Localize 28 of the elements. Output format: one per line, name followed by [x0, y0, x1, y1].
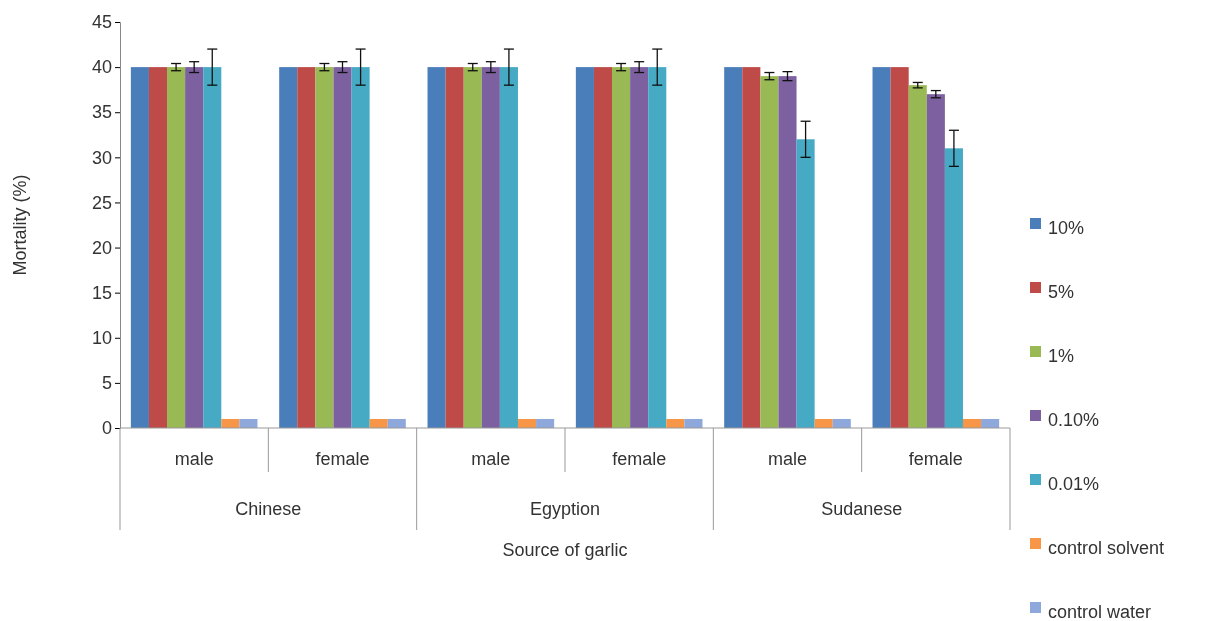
y-tick-label: 0 [101, 418, 112, 439]
x-tick-label: female [908, 449, 963, 469]
x-tick-label: male [767, 449, 808, 469]
legend-label: control solvent [1048, 537, 1165, 558]
x-tick-label: male [174, 449, 214, 469]
x-tick-label: female [315, 449, 370, 469]
y-tick-label: 10 [91, 328, 112, 349]
x-tick-label: male [471, 449, 511, 469]
text: Egyption [529, 499, 601, 519]
y-tick-label: 30 [91, 147, 112, 168]
y-tick-label: 45 [91, 12, 112, 33]
y-tick-label: 5 [101, 373, 112, 394]
legend-label: 0.01% [1048, 473, 1100, 494]
y-tick-label: 15 [91, 282, 112, 303]
x-axis-title: Source of garlic [502, 540, 628, 560]
y-tick-label: 20 [91, 237, 112, 258]
y-axis-title: Mortality (%) [10, 174, 30, 276]
x-tick-label: female [612, 449, 667, 469]
y-tick-label: 40 [91, 57, 112, 78]
legend-label: 5% [1048, 281, 1075, 302]
legend-label: 0.10% [1048, 409, 1100, 430]
legend-label: control water [1048, 601, 1152, 621]
legend-label: 10% [1048, 217, 1085, 238]
y-tick-label: 25 [91, 192, 112, 213]
text: Sudanese [821, 499, 903, 519]
legend-label: 1% [1048, 345, 1075, 366]
y-tick-label: 35 [91, 102, 112, 123]
text: Chinese [235, 499, 302, 519]
